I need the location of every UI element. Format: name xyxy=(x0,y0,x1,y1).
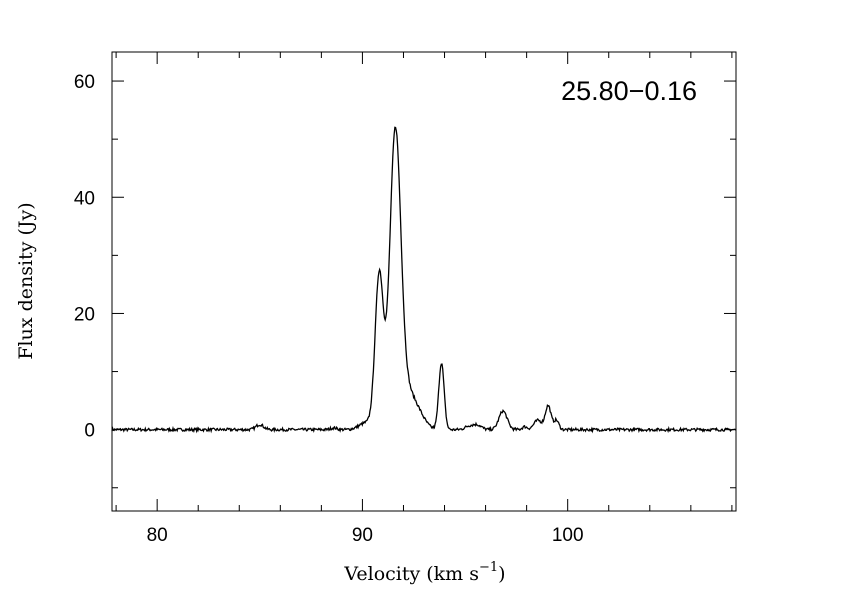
x-tick-label: 90 xyxy=(352,525,373,546)
spectrum-line xyxy=(111,126,737,434)
axis-ticks xyxy=(112,52,736,511)
y-tick-label: 20 xyxy=(74,304,95,325)
x-axis-title-superscript: −1 xyxy=(479,560,498,575)
plot-frame xyxy=(111,51,737,512)
y-tick-label: 0 xyxy=(84,421,95,442)
x-axis-title-main: Velocity (km s xyxy=(343,563,479,585)
x-axis-title-close: ) xyxy=(498,563,505,585)
y-tick-label: 60 xyxy=(74,72,95,93)
y-tick-label: 40 xyxy=(74,188,95,209)
x-tick-label: 80 xyxy=(147,525,168,546)
x-axis-title: Velocity (km s−1) xyxy=(343,560,505,585)
y-axis-title: Flux density (Jy) xyxy=(15,202,37,359)
axis-tick-labels: 80 90 100 0 20 40 60 xyxy=(74,72,584,546)
x-tick-label: 100 xyxy=(552,525,584,546)
source-label: 25.80−0.16 xyxy=(561,76,697,106)
